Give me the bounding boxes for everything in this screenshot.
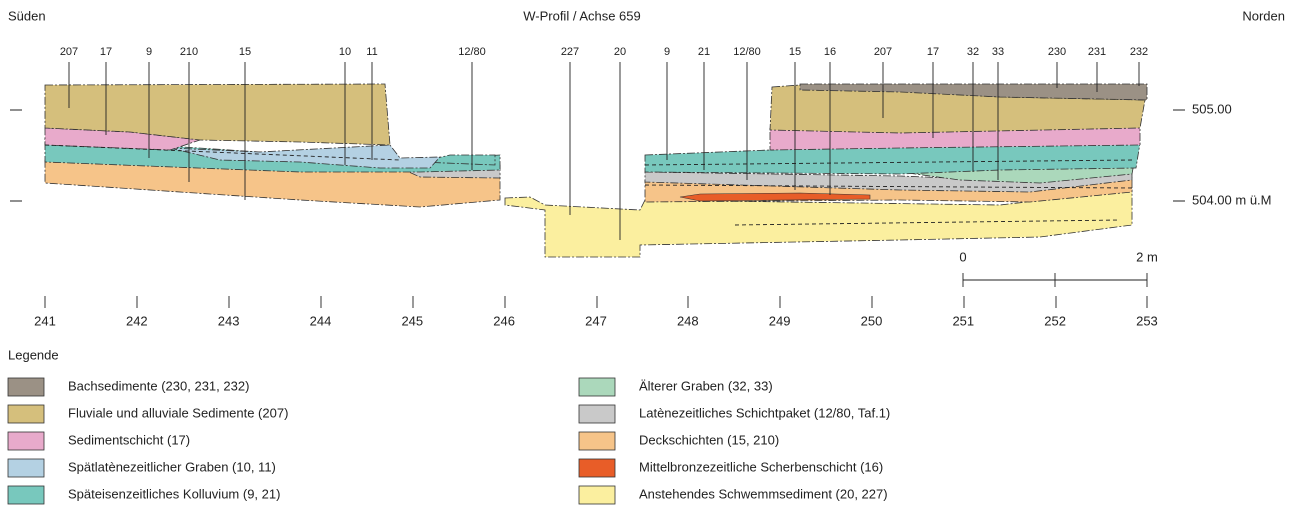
legend-swatch — [8, 459, 44, 477]
axis-label: 243 — [218, 313, 240, 328]
find-label: 207 — [874, 46, 892, 58]
legend-swatch — [8, 486, 44, 504]
legend-swatch — [579, 486, 615, 504]
legend-label: Späteisenzeitliches Kolluvium (9, 21) — [68, 486, 280, 501]
find-label: 32 — [967, 46, 979, 58]
axis-label: 244 — [310, 313, 332, 328]
axis-label: 251 — [952, 313, 974, 328]
axis-label: 249 — [769, 313, 791, 328]
header-left: Süden — [8, 8, 46, 23]
find-label: 17 — [927, 46, 939, 58]
legend-swatch — [579, 405, 615, 423]
legend-swatch — [579, 432, 615, 450]
scale-label: 2 m — [1136, 249, 1158, 264]
legend-swatch — [8, 432, 44, 450]
axis-label: 241 — [34, 313, 56, 328]
elevation: 504.00 m ü.M — [1192, 192, 1272, 207]
axis-label: 247 — [585, 313, 607, 328]
axis-label: 242 — [126, 313, 148, 328]
axis-label: 245 — [401, 313, 423, 328]
legend-label: Mittelbronzezeitliche Scherbenschicht (1… — [639, 459, 883, 474]
axis-label: 253 — [1136, 313, 1158, 328]
find-label: 10 — [339, 46, 351, 58]
find-label: 33 — [992, 46, 1004, 58]
scale-label: 0 — [959, 249, 966, 264]
legend-swatch — [8, 405, 44, 423]
find-label: 230 — [1048, 46, 1066, 58]
legend-title: Legende — [8, 347, 59, 362]
find-label: 227 — [561, 46, 579, 58]
find-label: 232 — [1130, 46, 1148, 58]
legend-label: Bachsedimente (230, 231, 232) — [68, 378, 249, 393]
find-label: 21 — [698, 46, 710, 58]
find-label: 231 — [1088, 46, 1106, 58]
find-label: 9 — [664, 46, 670, 58]
axis-label: 252 — [1044, 313, 1066, 328]
legend-label: Sedimentschicht (17) — [68, 432, 190, 447]
find-label: 210 — [180, 46, 198, 58]
header-title: W-Profil / Achse 659 — [523, 8, 641, 23]
find-label: 17 — [100, 46, 112, 58]
find-label: 11 — [366, 46, 377, 58]
header-right: Norden — [1242, 8, 1285, 23]
legend-swatch — [579, 378, 615, 396]
profile-diagram: Süden W-Profil / Achse 659 Norden 505.00… — [0, 0, 1295, 528]
legend-swatch — [579, 459, 615, 477]
legend-label: Latènezeitliches Schichtpaket (12/80, Ta… — [639, 405, 890, 420]
find-label: 12/80 — [733, 46, 761, 58]
legend-label: Deckschichten (15, 210) — [639, 432, 779, 447]
legend-label: Spätlatènezeitlicher Graben (10, 11) — [68, 459, 276, 474]
find-label: 20 — [614, 46, 626, 58]
axis-label: 250 — [861, 313, 883, 328]
elevation: 505.00 — [1192, 101, 1232, 116]
find-label: 12/80 — [458, 46, 486, 58]
find-label: 15 — [789, 46, 801, 58]
find-label: 9 — [146, 46, 152, 58]
find-label: 207 — [60, 46, 78, 58]
axis-label: 246 — [493, 313, 515, 328]
legend-swatch — [8, 378, 44, 396]
axis-label: 248 — [677, 313, 699, 328]
legend-label: Anstehendes Schwemmsediment (20, 227) — [639, 486, 888, 501]
layers — [45, 84, 1147, 257]
legend-label: Fluviale und alluviale Sedimente (207) — [68, 405, 288, 420]
find-label: 16 — [824, 46, 836, 58]
legend-label: Älterer Graben (32, 33) — [639, 378, 773, 393]
find-label: 15 — [239, 46, 251, 58]
